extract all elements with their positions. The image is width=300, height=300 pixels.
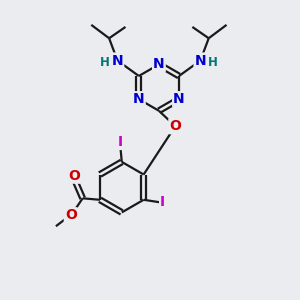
Text: O: O <box>68 169 80 183</box>
Text: I: I <box>118 135 123 149</box>
Text: O: O <box>169 119 181 133</box>
Text: N: N <box>173 92 185 106</box>
Text: N: N <box>153 57 165 71</box>
Text: N: N <box>112 53 123 68</box>
Text: N: N <box>133 92 145 106</box>
Text: N: N <box>195 53 206 68</box>
Text: H: H <box>208 56 218 68</box>
Text: O: O <box>65 208 77 222</box>
Text: I: I <box>160 195 165 209</box>
Text: H: H <box>100 56 110 68</box>
